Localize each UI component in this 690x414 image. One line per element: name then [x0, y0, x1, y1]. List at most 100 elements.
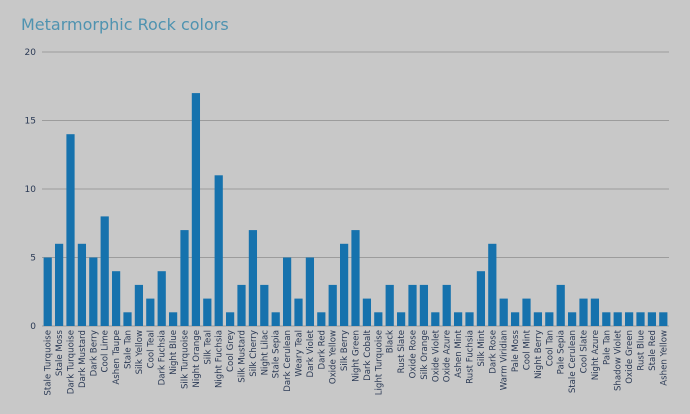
x-tick-label: Silk Turquoise	[181, 330, 191, 389]
bar	[590, 298, 600, 326]
x-tick-label: Ashen Mint	[454, 329, 464, 378]
x-tick-label: Cool Lime	[101, 330, 111, 372]
x-tick-label: Dark Rose	[488, 330, 498, 374]
x-tick-label: Silk Mustard	[238, 330, 248, 383]
bar	[271, 312, 280, 326]
bar	[328, 284, 337, 326]
x-tick-label: Stale Turquoise	[44, 330, 54, 396]
x-tick-label: Night Orange	[192, 330, 202, 388]
x-tick-label: Dark Violet	[306, 329, 316, 377]
bar	[419, 284, 429, 326]
y-tick-label: 15	[25, 117, 36, 127]
x-tick-label: Night Fuchsia	[215, 330, 225, 388]
bar	[442, 284, 451, 326]
bar-layer	[43, 93, 668, 326]
x-tick-label: Light Turquoise	[374, 330, 384, 395]
x-tick-label: Oxide Green	[625, 330, 635, 384]
x-axis-labels: Stale Turquoise Stale Moss Dark Turquoise D…	[44, 329, 670, 395]
bar	[362, 298, 372, 326]
x-tick-label: Oxide Rose	[409, 330, 419, 378]
x-tick-label: Stale Cerulean	[568, 330, 578, 393]
x-tick-label: Shadow Violet	[614, 329, 624, 391]
x-tick-label: Stale Tan	[124, 330, 134, 369]
y-axis-ticks: 0 5 10 15 20	[25, 48, 37, 332]
y-tick-label: 20	[25, 48, 37, 58]
x-tick-label: Weary Teal	[295, 330, 305, 377]
x-tick-label: Stale Sepia	[272, 330, 282, 378]
bar	[488, 243, 497, 326]
bar	[408, 284, 417, 326]
x-tick-label: Silk Mint	[477, 329, 487, 366]
x-tick-label: Dark Turquoise	[67, 330, 77, 394]
x-tick-label: Cool Slate	[580, 330, 590, 373]
bar	[237, 284, 246, 326]
x-tick-label: Black	[386, 330, 396, 353]
bar	[180, 230, 189, 326]
bar	[545, 312, 554, 326]
bar	[340, 243, 349, 326]
bar	[556, 284, 565, 326]
bar	[77, 243, 87, 326]
bar	[226, 312, 235, 326]
x-tick-label: Oxide Violet	[431, 329, 441, 382]
bar	[112, 271, 121, 326]
bar	[55, 243, 64, 326]
bar	[602, 312, 611, 326]
x-tick-label: Silk Cherry	[249, 330, 259, 377]
bar	[43, 257, 52, 326]
x-tick-label: Pale Tan	[602, 330, 612, 365]
bar	[522, 298, 531, 326]
chart-title: Metarmorphic Rock colors	[21, 15, 229, 34]
x-tick-label: Cool Mint	[523, 329, 533, 370]
bar	[351, 230, 360, 326]
bar	[625, 312, 634, 326]
x-tick-label: Night Lilac	[260, 330, 270, 376]
x-tick-label: Rust Slate	[397, 330, 407, 373]
bar	[465, 312, 474, 326]
bar	[294, 298, 303, 326]
bar	[283, 257, 292, 326]
x-tick-label: Night Azure	[591, 330, 601, 380]
bar	[191, 93, 201, 326]
bar	[169, 312, 178, 326]
y-tick-label: 10	[25, 185, 37, 195]
x-tick-label: Dark Cerulean	[283, 330, 293, 392]
bar	[659, 312, 668, 326]
x-tick-label: Silk Yellow	[135, 330, 145, 374]
x-tick-label: Dark Cobalt	[363, 329, 373, 380]
bar	[100, 216, 109, 326]
x-tick-label: Cool Grey	[226, 330, 236, 372]
bar	[203, 298, 212, 326]
bar	[123, 312, 132, 326]
x-tick-label: Pale Sepia	[557, 330, 567, 374]
bar	[579, 298, 588, 326]
x-tick-label: Cool Tan	[545, 330, 555, 366]
x-tick-label: Cool Teal	[146, 330, 156, 368]
bar	[533, 312, 543, 326]
bar	[134, 284, 144, 326]
x-tick-label: Oxide Azure	[443, 330, 453, 382]
x-tick-label: Ashen Taupe	[112, 330, 122, 385]
x-tick-label: Night Blue	[169, 330, 179, 375]
bar	[476, 271, 486, 326]
x-tick-label: Rust Fuchsia	[466, 330, 476, 384]
bar	[499, 298, 508, 326]
x-tick-label: Pale Moss	[511, 329, 521, 372]
x-tick-label: Stale Moss	[55, 329, 65, 376]
x-tick-label: Ashen Yellow	[659, 330, 669, 386]
bar	[511, 312, 520, 326]
y-tick-label: 5	[30, 254, 36, 264]
x-tick-label: Oxide Yellow	[329, 330, 339, 384]
bar	[305, 257, 315, 326]
bar	[397, 312, 406, 326]
bar	[454, 312, 463, 326]
bar	[317, 312, 326, 326]
x-tick-label: Rust Blue	[637, 330, 647, 371]
x-tick-label: Dark Fuchsia	[158, 330, 168, 385]
x-tick-label: Night Berry	[534, 330, 544, 379]
x-tick-label: Dark Mustard	[78, 330, 88, 388]
bar	[89, 257, 98, 326]
bar	[146, 298, 155, 326]
